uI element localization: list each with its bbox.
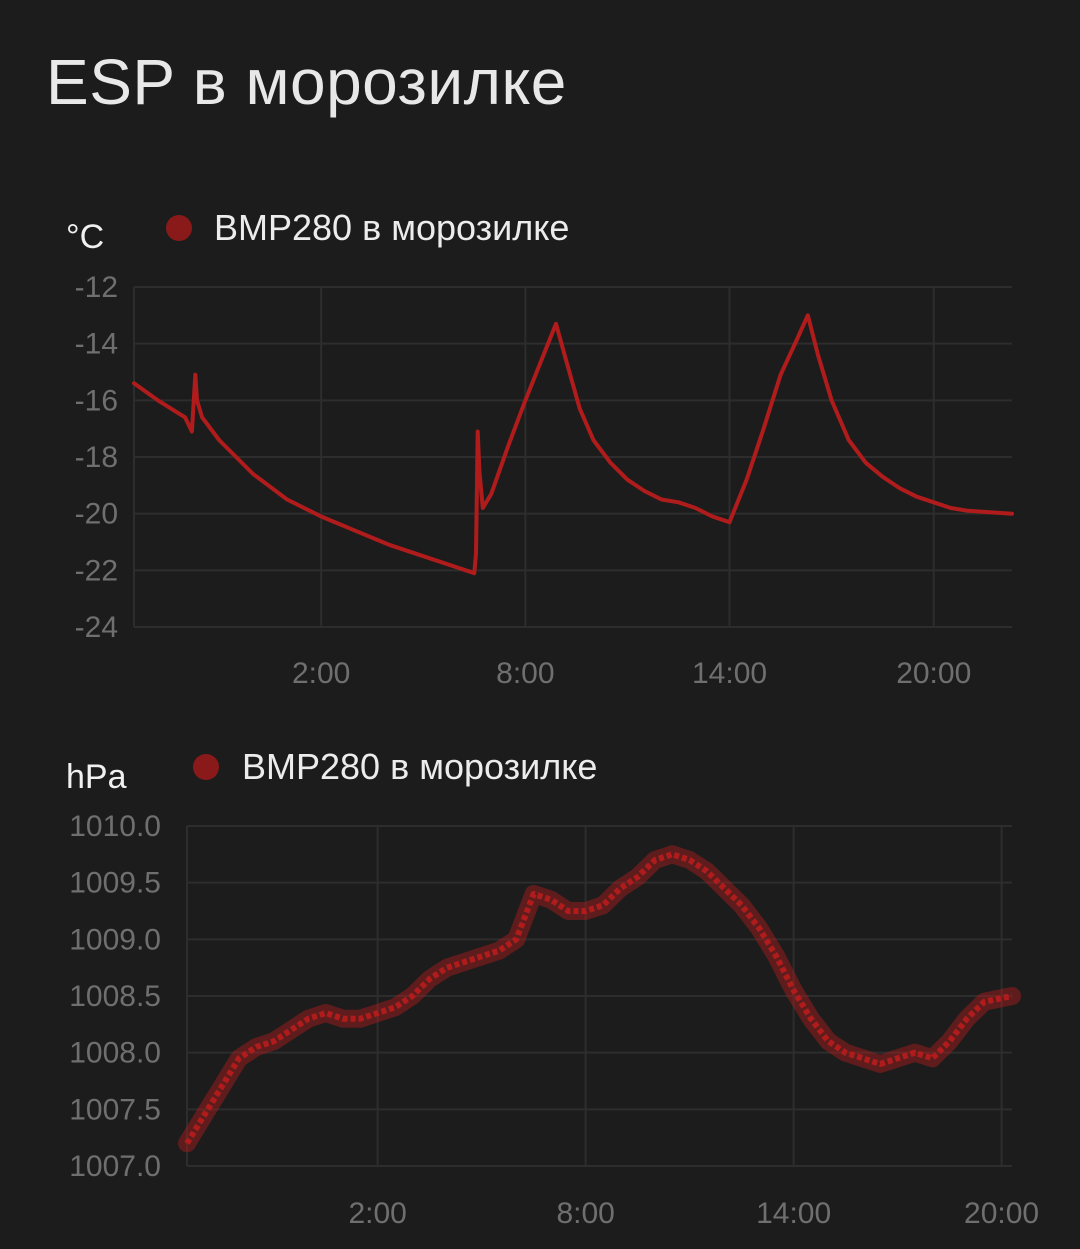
y-tick-label: -22	[75, 554, 118, 587]
y-tick-label: -12	[75, 271, 118, 304]
temperature-plot-area: -12 -14 -16 -18 -20 -22 -24 2:00 8:00 14:00 20:00	[75, 271, 1014, 690]
y-tick-label: 1007.5	[69, 1093, 161, 1126]
temperature-chart: °C BMP280 в морозилке -12 -14 -16 -18 -20 -22…	[66, 207, 1014, 690]
x-tick-label: 8:00	[496, 657, 554, 690]
y-tick-label: 1010.0	[69, 810, 161, 843]
y-tick-label: -16	[75, 384, 118, 417]
y-tick-label: -20	[75, 498, 118, 531]
x-tick-label: 20:00	[964, 1197, 1039, 1230]
series-line	[184, 851, 1013, 1145]
y-tick-label: 1008.0	[69, 1037, 161, 1070]
y-axis-unit-label: °C	[66, 218, 104, 256]
legend-label[interactable]: BMP280 в морозилке	[214, 207, 569, 248]
y-tick-label: 1009.5	[69, 867, 161, 900]
x-tick-label: 2:00	[348, 1197, 406, 1230]
series-band	[178, 845, 1021, 1153]
y-tick-label: -14	[75, 328, 118, 361]
pressure-chart: hPa BMP280 в морозилке 1010.0 1009.5 1009.…	[66, 746, 1039, 1230]
pressure-plot-area: 1010.0 1009.5 1009.0 1008.5 1008.0 1007.5 1007…	[69, 810, 1039, 1230]
x-tick-label: 8:00	[556, 1197, 614, 1230]
x-tick-label: 14:00	[692, 657, 767, 690]
x-tick-label: 20:00	[896, 657, 971, 690]
page-title: ESP в морозилке	[46, 46, 567, 118]
y-tick-label: 1007.0	[69, 1150, 161, 1183]
legend-label[interactable]: BMP280 в морозилке	[242, 746, 597, 787]
x-tick-label: 2:00	[292, 657, 350, 690]
legend-marker[interactable]	[166, 215, 192, 241]
y-axis-unit-label: hPa	[66, 758, 127, 796]
x-tick-label: 14:00	[756, 1197, 831, 1230]
y-tick-label: -24	[75, 611, 118, 644]
y-tick-label: -18	[75, 441, 118, 474]
series-line	[132, 313, 1014, 576]
y-tick-label: 1008.5	[69, 980, 161, 1013]
legend-marker[interactable]	[193, 754, 219, 780]
y-tick-label: 1009.0	[69, 923, 161, 956]
